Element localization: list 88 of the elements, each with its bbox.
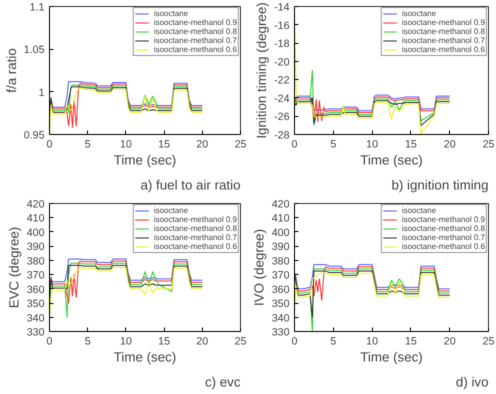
x-tick-label: 0 <box>292 336 298 348</box>
x-tick-label: 15 <box>158 138 170 150</box>
y-axis-title: f/a ratio <box>4 48 19 93</box>
y-tick-label: 420 <box>26 198 45 210</box>
y-tick-label: 1 <box>38 86 45 99</box>
x-tick-label: 25 <box>482 336 494 348</box>
x-tick-label: 20 <box>196 336 208 348</box>
y-tick-label: 420 <box>272 198 290 210</box>
y-tick-label: 390 <box>272 241 290 254</box>
x-tick-label: 0 <box>292 138 298 150</box>
y-tick-label: 350 <box>26 298 45 310</box>
legend-label: isooctane-methanol 0.6 <box>402 242 485 251</box>
y-tick-label: 340 <box>26 312 45 324</box>
legend-label: isooctane-methanol 0.7 <box>154 36 237 45</box>
legend-label: isooctane-methanol 0.6 <box>402 45 485 54</box>
legend-label: isooctane-methanol 0.7 <box>402 36 485 45</box>
legend-label: isooctane-methanol 0.7 <box>154 233 237 242</box>
y-tick-label: 0.95 <box>24 130 45 142</box>
legend-label: isooctane-methanol 0.8 <box>154 224 237 233</box>
x-tick-label: 5 <box>330 138 336 150</box>
x-tick-label: 15 <box>404 138 417 150</box>
legend-label: isooctane-methanol 0.9 <box>154 18 237 27</box>
legend-label: isooctane-methanol 0.9 <box>154 215 237 224</box>
y-tick-label: 1.1 <box>30 2 45 14</box>
y-tick-label: -20 <box>274 56 290 68</box>
y-tick-label: 340 <box>272 312 290 324</box>
legend-label: isooctane-methanol 0.6 <box>154 242 237 251</box>
x-tick-label: 10 <box>120 138 132 150</box>
y-axis-title: IVO (degree) <box>252 228 267 306</box>
y-tick-label: -26 <box>274 111 290 124</box>
x-tick-label: 0 <box>46 138 53 150</box>
legend-label: isooctane-methanol 0.8 <box>402 224 485 233</box>
legend-label: isooctane-methanol 0.9 <box>402 18 485 27</box>
legend-label: isooctane-methanol 0.6 <box>154 45 237 54</box>
y-tick-label: 410 <box>272 212 290 225</box>
x-tick-label: 20 <box>444 336 456 348</box>
y-tick-label: -18 <box>274 38 290 50</box>
y-tick-label: 330 <box>272 326 290 338</box>
x-axis-title: Time (sec) <box>114 350 176 364</box>
y-tick-label: -24 <box>274 92 290 105</box>
y-tick-label: 360 <box>272 284 290 296</box>
text: c) evc <box>204 374 241 390</box>
x-tick-label: 0 <box>46 336 53 348</box>
x-axis-title: Time (sec) <box>360 152 423 168</box>
text: b) ignition timing <box>391 178 488 192</box>
y-tick-label: -28 <box>274 130 290 142</box>
legend-label: isooctane <box>402 9 436 18</box>
legend-label: isooctane-methanol 0.8 <box>154 27 237 36</box>
y-tick-label: -16 <box>274 20 290 32</box>
legend-label: isooctane <box>402 206 436 215</box>
legend-label: isooctane <box>154 9 188 18</box>
x-tick-label: 10 <box>366 336 378 348</box>
y-tick-label: 330 <box>26 326 45 338</box>
legend-label: isooctane-methanol 0.7 <box>402 233 485 242</box>
y-tick-label: 350 <box>272 298 290 310</box>
y-axis-title: EVC (degree) <box>6 226 22 308</box>
y-tick-label: 370 <box>26 270 45 282</box>
legend-label: isooctane-methanol 0.9 <box>402 215 485 224</box>
y-tick-label: 380 <box>272 255 290 268</box>
x-tick-label: 20 <box>196 138 208 150</box>
y-tick-label: 410 <box>26 212 45 225</box>
x-axis-title: Time (sec) <box>360 350 423 364</box>
legend-label: isooctane <box>154 206 188 215</box>
x-tick-label: 5 <box>84 336 91 348</box>
y-tick-label: 400 <box>26 226 45 239</box>
y-axis-title: Ignition timing (degree) <box>254 2 270 139</box>
x-tick-label: 15 <box>158 336 170 348</box>
x-tick-label: 10 <box>120 336 132 348</box>
y-tick-label: 380 <box>26 255 45 268</box>
x-tick-label: 10 <box>366 138 378 150</box>
y-tick-label: 360 <box>26 284 45 296</box>
y-tick-label: -22 <box>274 74 290 87</box>
text: d) ivo <box>456 374 488 390</box>
y-tick-label: 1.05 <box>24 44 45 56</box>
x-tick-label: 15 <box>404 336 417 348</box>
x-tick-label: 25 <box>482 138 494 150</box>
x-tick-label: 25 <box>234 336 246 348</box>
text: a) fuel to air ratio <box>140 178 241 192</box>
x-axis-title: Time (sec) <box>114 152 176 168</box>
legend-label: isooctane-methanol 0.8 <box>402 27 485 36</box>
x-tick-label: 5 <box>330 336 336 348</box>
y-tick-label: -14 <box>274 2 290 14</box>
y-tick-label: 400 <box>272 226 290 239</box>
y-tick-label: 370 <box>272 270 290 282</box>
y-tick-label: 390 <box>26 241 45 254</box>
x-tick-label: 25 <box>234 138 246 150</box>
x-tick-label: 5 <box>84 138 91 150</box>
x-tick-label: 20 <box>444 138 456 150</box>
